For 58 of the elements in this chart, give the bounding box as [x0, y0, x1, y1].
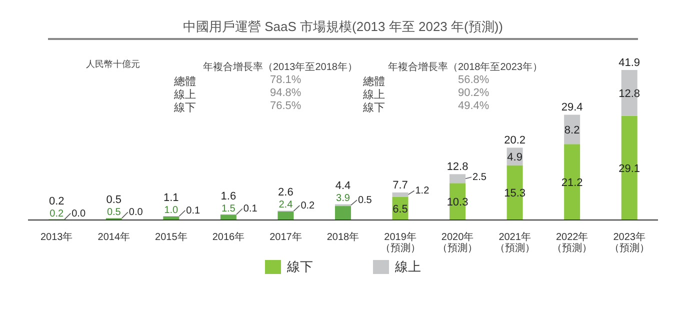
- annotation: 總體: [363, 75, 385, 89]
- x-tick-label: 2017年: [270, 231, 302, 243]
- total-label: 0.5: [106, 207, 122, 218]
- annotation: 年複合增長率（2018年至2023年）: [388, 60, 542, 74]
- annotation: 78.1%: [270, 74, 302, 86]
- annotation: 線下: [363, 101, 385, 115]
- total-label: 0.2: [50, 208, 64, 220]
- annotation: 線下: [174, 101, 196, 115]
- total-label: 12.8: [446, 161, 468, 174]
- data-label: 0.5: [106, 194, 122, 206]
- x-tick-label: 2022年（預測）: [552, 231, 592, 254]
- data-label: 0.5: [358, 195, 372, 206]
- data-label: 0.0: [72, 208, 86, 220]
- annotation: 49.4%: [458, 100, 490, 112]
- data-label: 8.2: [564, 124, 580, 136]
- annotation: 線上: [174, 88, 196, 102]
- x-tick-label: 2020年（預測）: [438, 231, 478, 254]
- data-label: 3.9: [336, 193, 350, 204]
- total-label: 29.4: [561, 102, 583, 114]
- data-label: 0.2: [300, 200, 316, 212]
- annotation: 線上: [363, 88, 385, 102]
- data-label: 2.5: [472, 172, 487, 184]
- x-tick-label: 2014年: [98, 231, 130, 243]
- legend-label: 線上: [394, 258, 421, 276]
- total-label: 41.9: [618, 57, 640, 69]
- x-tick-label: 2021年（預測）: [494, 231, 535, 254]
- data-label: 0.0: [128, 207, 144, 218]
- legend-label: 線下: [286, 258, 313, 276]
- annotation: 年複合增長率（2013年至2018年）: [203, 60, 358, 74]
- x-tick-label: 2016年: [212, 231, 245, 243]
- data-label: 1.0: [164, 205, 179, 216]
- total-label: 20.2: [504, 134, 526, 147]
- data-label: 2.4: [278, 200, 294, 211]
- total-label: 7.7: [392, 179, 408, 192]
- x-tick-label: 2015年: [155, 231, 188, 243]
- annotation: 94.8%: [270, 87, 302, 99]
- chart-title: 中國用戶運營 SaaS 市場規模(2013 年至 2023 年(預測)): [182, 18, 504, 36]
- data-label: 0.2: [48, 195, 64, 208]
- x-tick-label: 2023年（預測）: [609, 231, 650, 254]
- data-label: 1.5: [221, 203, 236, 214]
- x-tick-label: 2018年: [326, 231, 360, 243]
- annotation: 90.2%: [458, 87, 490, 99]
- data-label: 4.9: [507, 151, 522, 164]
- annotation: 56.8%: [458, 74, 490, 86]
- total-label: 1.1: [164, 192, 179, 204]
- total-label: 4.4: [335, 180, 351, 192]
- data-label: 6.5: [392, 203, 408, 216]
- x-tick-label: 2013年: [40, 231, 73, 243]
- annotation: 總體: [174, 75, 196, 89]
- data-label: 0.1: [243, 204, 258, 215]
- text: 人民幣十億元: [86, 58, 140, 71]
- total-label: 1.6: [220, 190, 236, 202]
- x-tick-label: 2019年（預測）: [380, 231, 420, 254]
- data-label: 1.2: [415, 186, 430, 197]
- data-label: 12.8: [618, 88, 640, 100]
- annotation: 76.5%: [270, 100, 302, 112]
- data-label: 0.1: [186, 205, 201, 216]
- total-label: 2.6: [278, 186, 294, 199]
